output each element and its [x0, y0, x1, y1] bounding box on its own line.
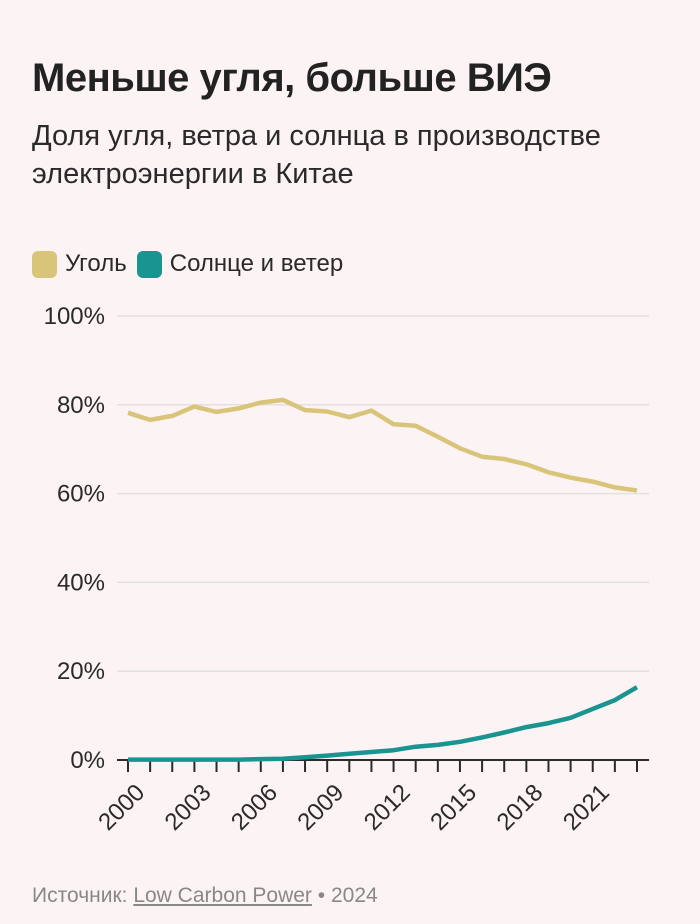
legend-swatch-wind-solar [136, 250, 162, 278]
y-tick-label: 100% [44, 303, 105, 330]
series-line-coal [127, 397, 638, 493]
footer: Источник: Low Carbon Power • 2024 [32, 884, 378, 908]
legend-swatch-coal [32, 250, 57, 278]
x-tick-label: 2021 [558, 779, 615, 836]
legend-item-wind-solar: Солнце и ветер [136, 250, 344, 278]
y-tick-label: 80% [57, 392, 105, 419]
gridlines [117, 315, 649, 672]
series-line-wind-solar [128, 685, 639, 762]
y-tick-label: 60% [57, 481, 105, 508]
source-link[interactable]: Low Carbon Power [133, 884, 312, 907]
legend: Уголь Солнце и ветер [32, 250, 353, 278]
y-axis-ticks: 0% 20% 40% 60% 80% 100% [44, 303, 105, 774]
chart-subtitle: Доля угля, ветра и солнца в производстве… [32, 120, 601, 190]
source-label: Источник: [32, 884, 128, 907]
legend-label-coal: Уголь [65, 250, 127, 277]
y-tick-label: 0% [70, 747, 105, 774]
legend-item-coal: Уголь [32, 250, 127, 278]
y-tick-label: 20% [57, 658, 105, 685]
x-tick-label: 2003 [160, 779, 217, 836]
x-tick-label: 2018 [492, 779, 549, 836]
footer-year: 2024 [330, 884, 378, 907]
x-tick-label: 2009 [292, 779, 349, 836]
x-axis: 2000 2003 2006 2009 2012 2015 2018 2021 [93, 759, 649, 836]
legend-label-wind-solar: Солнце и ветер [169, 250, 344, 277]
x-tick-label: 2000 [93, 779, 150, 836]
x-tick-label: 2015 [425, 779, 482, 836]
x-tick-label: 2006 [226, 779, 283, 836]
x-tick-label: 2012 [359, 779, 416, 836]
chart-title: Меньше угля, больше ВИЭ [32, 56, 552, 100]
footer-separator: • [317, 884, 326, 907]
series-lines [127, 397, 639, 762]
y-tick-label: 40% [57, 569, 105, 596]
